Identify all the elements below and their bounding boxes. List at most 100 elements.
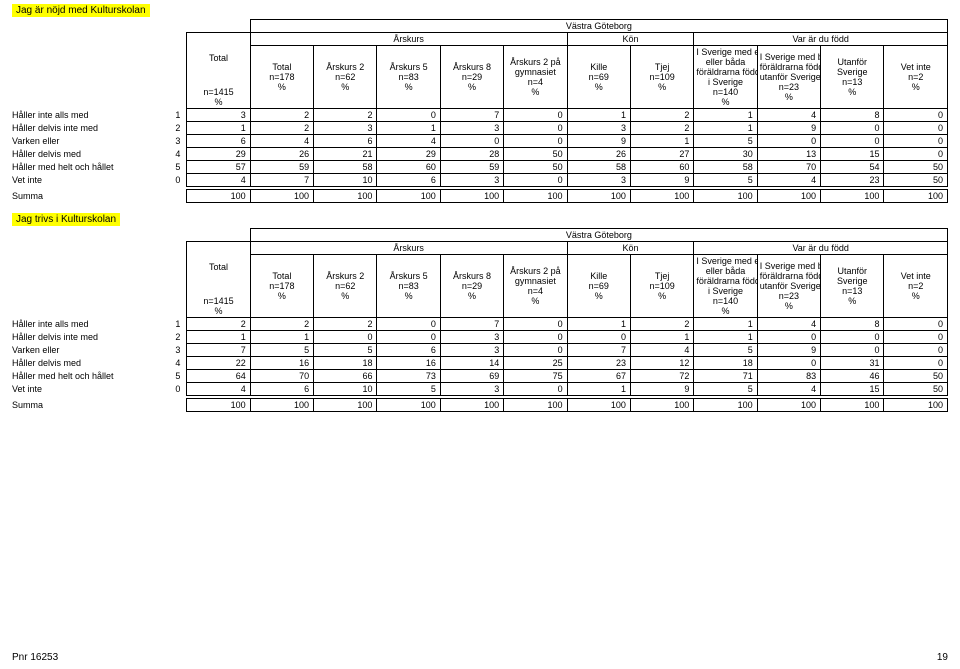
row-label: Vet inte bbox=[12, 383, 165, 396]
summa-cell: 100 bbox=[377, 190, 440, 203]
data-cell: 0 bbox=[884, 148, 948, 161]
data-cell: 0 bbox=[567, 331, 630, 344]
data-cell: 0 bbox=[440, 135, 503, 148]
row-label: Håller delvis med bbox=[12, 357, 165, 370]
survey-table-2: Västra Göteborg Totaln=1415% Årskurs Kön… bbox=[12, 228, 948, 412]
data-cell: 5 bbox=[694, 135, 757, 148]
row-label: Håller med helt och hållet bbox=[12, 161, 165, 174]
table-row: Håller med helt och hållet55759586059505… bbox=[12, 161, 948, 174]
data-cell: 0 bbox=[314, 331, 377, 344]
data-cell: 5 bbox=[694, 344, 757, 357]
page-footer: Pnr 16253 19 bbox=[12, 652, 948, 663]
data-cell: 15 bbox=[821, 148, 884, 161]
data-cell: 58 bbox=[314, 161, 377, 174]
row-label: Håller inte alls med bbox=[12, 109, 165, 122]
data-cell: 0 bbox=[377, 109, 440, 122]
data-cell: 9 bbox=[630, 383, 693, 396]
data-cell: 0 bbox=[884, 318, 948, 331]
summa-cell: 100 bbox=[250, 190, 313, 203]
row-index: 4 bbox=[165, 357, 187, 370]
row-index: 2 bbox=[165, 331, 187, 344]
data-cell: 21 bbox=[314, 148, 377, 161]
question-banner-1: Jag är nöjd med Kulturskolan bbox=[12, 4, 150, 17]
data-cell: 9 bbox=[757, 344, 820, 357]
data-cell: 66 bbox=[314, 370, 377, 383]
data-cell: 7 bbox=[567, 344, 630, 357]
data-cell: 2 bbox=[250, 109, 313, 122]
summa-cell: 100 bbox=[314, 399, 377, 412]
footer-left: Pnr 16253 bbox=[12, 652, 58, 663]
summa-cell: 100 bbox=[821, 190, 884, 203]
summa-cell: 100 bbox=[694, 399, 757, 412]
data-cell: 15 bbox=[821, 383, 884, 396]
summa-cell: 100 bbox=[440, 190, 503, 203]
summa-cell: 100 bbox=[187, 190, 250, 203]
data-cell: 0 bbox=[504, 344, 567, 357]
data-cell: 0 bbox=[504, 318, 567, 331]
data-cell: 59 bbox=[250, 161, 313, 174]
row-label: Varken eller bbox=[12, 344, 165, 357]
data-cell: 1 bbox=[567, 383, 630, 396]
data-cell: 5 bbox=[694, 174, 757, 187]
data-cell: 3 bbox=[440, 331, 503, 344]
summa-cell: 100 bbox=[567, 190, 630, 203]
row-index: 1 bbox=[165, 109, 187, 122]
data-cell: 29 bbox=[377, 148, 440, 161]
data-cell: 7 bbox=[440, 318, 503, 331]
table-row: Håller delvis med42926212928502627301315… bbox=[12, 148, 948, 161]
data-cell: 0 bbox=[884, 122, 948, 135]
data-cell: 3 bbox=[187, 109, 250, 122]
hdr2-ak8: Årskurs 8n=29% bbox=[440, 255, 503, 318]
hdr-tjej: Tjejn=109% bbox=[630, 46, 693, 109]
footer-right: 19 bbox=[937, 652, 948, 663]
data-cell: 2 bbox=[250, 318, 313, 331]
data-cell: 0 bbox=[504, 383, 567, 396]
data-cell: 4 bbox=[757, 174, 820, 187]
hdr-fodd2: I Sverige med bådaföräldrarna föddautanf… bbox=[757, 46, 820, 109]
data-cell: 6 bbox=[314, 135, 377, 148]
data-cell: 60 bbox=[377, 161, 440, 174]
data-cell: 5 bbox=[694, 383, 757, 396]
summa-cell: 100 bbox=[250, 399, 313, 412]
data-cell: 26 bbox=[250, 148, 313, 161]
row-index: 3 bbox=[165, 344, 187, 357]
data-cell: 0 bbox=[504, 135, 567, 148]
data-cell: 57 bbox=[187, 161, 250, 174]
row-label: Håller inte alls med bbox=[12, 318, 165, 331]
row-label: Vet inte bbox=[12, 174, 165, 187]
data-cell: 2 bbox=[630, 318, 693, 331]
data-cell: 4 bbox=[187, 174, 250, 187]
row-label: Håller med helt och hållet bbox=[12, 370, 165, 383]
summa-cell: 100 bbox=[694, 190, 757, 203]
data-cell: 3 bbox=[440, 344, 503, 357]
data-cell: 54 bbox=[821, 161, 884, 174]
hdr2-fodd2: I Sverige med bådaföräldrarna föddautanf… bbox=[757, 255, 820, 318]
data-cell: 0 bbox=[377, 318, 440, 331]
data-cell: 72 bbox=[630, 370, 693, 383]
data-cell: 5 bbox=[250, 344, 313, 357]
data-cell: 0 bbox=[757, 331, 820, 344]
data-cell: 0 bbox=[504, 331, 567, 344]
data-cell: 0 bbox=[884, 109, 948, 122]
hdr2-ak2: Årskurs 2n=62% bbox=[314, 255, 377, 318]
summa-cell: 100 bbox=[630, 190, 693, 203]
row-label: Håller delvis inte med bbox=[12, 122, 165, 135]
table-row: Håller delvis med42216181614252312180310 bbox=[12, 357, 948, 370]
row-index: 4 bbox=[165, 148, 187, 161]
data-cell: 7 bbox=[250, 174, 313, 187]
data-cell: 64 bbox=[187, 370, 250, 383]
hdr2-vetinte: Vet inten=2% bbox=[884, 255, 948, 318]
col-group-arskurs-2: Årskurs bbox=[250, 242, 567, 255]
data-cell: 1 bbox=[567, 109, 630, 122]
data-cell: 23 bbox=[821, 174, 884, 187]
data-cell: 27 bbox=[630, 148, 693, 161]
table-row: Håller inte alls med1222070121480 bbox=[12, 318, 948, 331]
hdr2-gym: Årskurs 2 pågymnasietn=4% bbox=[504, 255, 567, 318]
data-cell: 1 bbox=[694, 318, 757, 331]
summa-row: Summa10010010010010010010010010010010010… bbox=[12, 399, 948, 412]
data-cell: 31 bbox=[821, 357, 884, 370]
data-cell: 22 bbox=[187, 357, 250, 370]
data-cell: 6 bbox=[250, 383, 313, 396]
table-row: Vet inte0461053019541550 bbox=[12, 383, 948, 396]
data-cell: 13 bbox=[757, 148, 820, 161]
